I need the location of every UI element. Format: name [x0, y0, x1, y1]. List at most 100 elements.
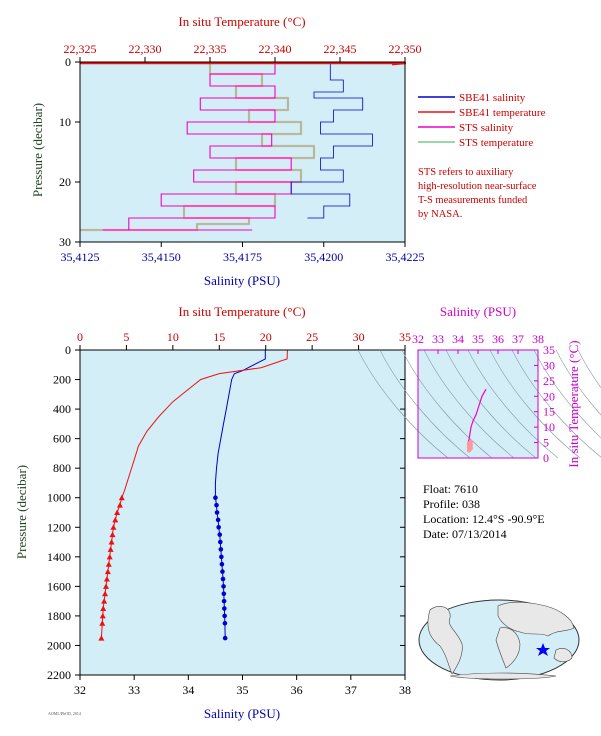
salinity-marker	[214, 510, 220, 515]
salinity-marker	[219, 561, 225, 567]
tick-label: 10	[59, 115, 71, 129]
tick-label: 200	[53, 373, 71, 387]
float-date-line: Date: 07/13/2014	[423, 527, 507, 541]
bottom-panel-left-ticks: 0 200 400 600 800 1000 1200 1400 1600 1800 2000 220…	[47, 343, 405, 682]
tick-label: 5	[123, 330, 129, 344]
tick-label: 1000	[47, 491, 71, 505]
tick-label: 36	[492, 332, 504, 346]
ts-plot-area	[417, 349, 539, 459]
tick-label: 0	[543, 451, 549, 465]
map-land-eurasia	[497, 601, 575, 637]
tick-label: 400	[53, 402, 71, 416]
tick-label: 0	[77, 330, 83, 344]
tick-label: 35,4225	[386, 250, 425, 264]
tick-label: 35	[237, 683, 249, 697]
tick-label: 30	[353, 330, 365, 344]
map-land-americas	[427, 606, 463, 675]
density-contour	[423, 349, 515, 459]
density-contour	[555, 349, 601, 416]
world-map	[418, 599, 580, 681]
tick-label: 10	[543, 420, 555, 434]
salinity-profile-line	[214, 350, 266, 484]
temperature-marker	[103, 575, 110, 582]
temperature-marker	[112, 516, 119, 523]
tick-label: 33	[432, 332, 444, 346]
tick-label: 22,345	[324, 42, 357, 56]
float-float-line: Float: 7610	[423, 482, 479, 496]
salinity-marker	[217, 532, 223, 537]
sts-note-line: high-resolution near-surface	[418, 181, 537, 192]
density-contour	[511, 349, 601, 458]
salinity-marker	[216, 524, 221, 530]
legend-label-sts-salinity: STS salinity	[459, 122, 514, 134]
top-panel-top-ticks: 22,325 22,330 22,335 22,340 22,345 22,350	[64, 42, 422, 62]
salinity-marker	[214, 502, 219, 508]
temperature-marker	[102, 590, 109, 597]
ts-density-contours	[357, 349, 601, 459]
sbe41-salinity-line	[290, 62, 373, 219]
tick-label: 38	[532, 332, 544, 346]
sts-salinity-line	[102, 62, 292, 231]
top-panel: 22,325 22,330 22,335 22,340 22,345 22,350 35,…	[30, 14, 546, 288]
map-land-africa	[495, 627, 521, 669]
temperature-marker	[103, 583, 109, 589]
salinity-marker	[221, 598, 227, 604]
bottom-series-group	[98, 349, 288, 641]
tick-label: 15	[213, 330, 225, 344]
salinity-marker	[215, 517, 221, 523]
tick-label: 22,325	[64, 42, 97, 56]
temperature-marker	[99, 612, 106, 619]
float-profile-line: Profile: 038	[423, 497, 480, 511]
tick-label: 20	[59, 175, 71, 189]
ts-panel-right-axis-label: In situ Temperature (°C)	[566, 340, 581, 467]
tick-label: 35	[399, 330, 411, 344]
tick-label: 37	[512, 332, 524, 346]
bottom-panel-bottom-ticks: 32 33 34 35 36 37 38	[74, 675, 411, 697]
tick-label: 1400	[47, 550, 71, 564]
tick-label: 30	[543, 358, 555, 372]
legend-label-sbe41-temperature: SBE41 temperature	[459, 107, 546, 119]
tick-label: 35,4125	[61, 250, 100, 264]
legend: SBE41 salinity SBE41 temperature STS sal…	[418, 92, 546, 149]
map-land-antarctica	[449, 672, 557, 680]
temperature-marker	[107, 546, 114, 552]
top-series-group	[80, 61, 406, 232]
sts-note-line: T-S measurements funded	[418, 195, 528, 206]
tick-label: 32	[74, 683, 86, 697]
top-panel-left-ticks: 0 10 20 30	[59, 55, 80, 249]
density-contour	[467, 349, 559, 459]
salinity-marker	[218, 547, 224, 552]
star-marker	[536, 643, 550, 656]
ts-series-group	[466, 388, 487, 453]
credit-text: AOML/PhOD, 2014	[48, 711, 81, 717]
temperature-marker	[99, 620, 106, 626]
density-contour	[533, 349, 601, 439]
temperature-marker	[100, 605, 107, 612]
tick-label: 35,4200	[304, 250, 343, 264]
temperature-marker	[114, 509, 121, 515]
tick-label: 36	[291, 683, 303, 697]
temperature-marker	[105, 561, 112, 567]
tick-label: 25	[306, 330, 318, 344]
temperature-marker	[118, 494, 125, 501]
sts-note-line: STS refers to auxiliary	[418, 167, 514, 178]
temperature-marker	[106, 553, 113, 560]
tick-label: 22,335	[194, 42, 227, 56]
top-panel-top-axis-label: In situ Temperature (°C)	[178, 14, 305, 29]
bottom-panel: 0 5 10 15 20 25 30 35 32 33 34 35 36 37 38 0 200 400 600…	[14, 304, 411, 721]
density-contour	[357, 349, 449, 459]
temperature-marker	[104, 568, 111, 575]
bottom-panel-top-axis-label: In situ Temperature (°C)	[178, 304, 305, 319]
tick-label: 1800	[47, 609, 71, 623]
ts-panel-top-axis-label: Salinity (PSU)	[440, 304, 516, 319]
temperature-marker	[110, 524, 117, 530]
sts-note-line: by NASA.	[418, 209, 463, 220]
density-contour	[445, 349, 537, 459]
tick-label: 35	[472, 332, 484, 346]
tick-label: 1200	[47, 520, 71, 534]
top-plot-area	[79, 61, 406, 243]
tick-label: 34	[452, 332, 464, 346]
